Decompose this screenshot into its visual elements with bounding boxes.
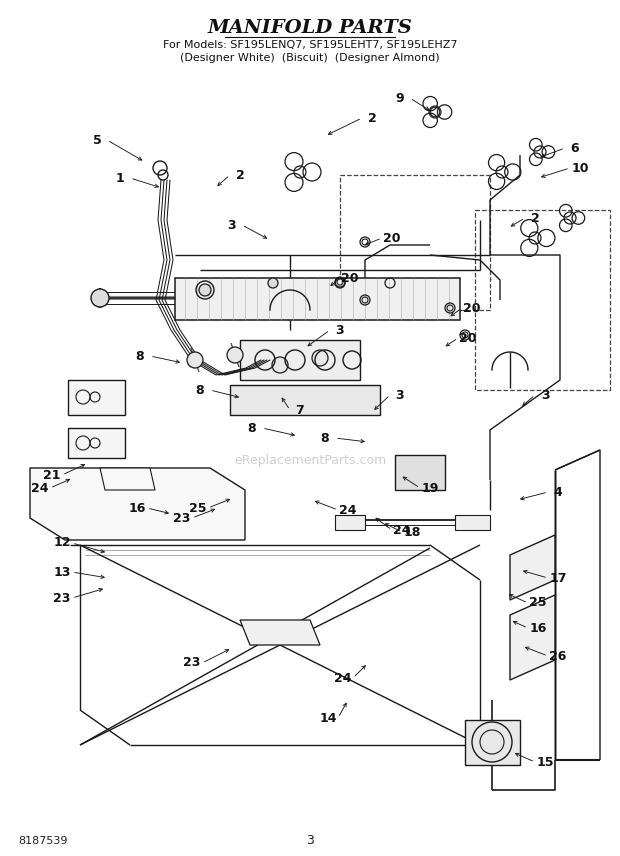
- Text: 10: 10: [571, 162, 589, 175]
- Text: 7: 7: [296, 403, 304, 417]
- Text: 23: 23: [53, 591, 71, 604]
- Text: 14: 14: [319, 711, 337, 724]
- Polygon shape: [240, 340, 360, 380]
- Text: 4: 4: [554, 485, 562, 498]
- Text: 19: 19: [422, 482, 439, 495]
- Bar: [455, 515, 490, 530]
- Text: 18: 18: [404, 526, 421, 538]
- Text: 23: 23: [184, 657, 201, 669]
- Text: 5: 5: [92, 134, 102, 146]
- Text: eReplacementParts.com: eReplacementParts.com: [234, 454, 386, 467]
- Circle shape: [312, 350, 328, 366]
- Polygon shape: [100, 468, 155, 490]
- Circle shape: [272, 357, 288, 373]
- Text: 2: 2: [531, 211, 539, 224]
- Text: 24: 24: [393, 524, 410, 537]
- Text: 3: 3: [306, 835, 314, 847]
- Text: 8: 8: [196, 383, 205, 396]
- Text: 2: 2: [368, 111, 376, 124]
- Bar: [395, 455, 445, 490]
- Text: 24: 24: [339, 503, 356, 516]
- Text: 24: 24: [31, 482, 49, 495]
- Text: 2: 2: [236, 169, 244, 181]
- Text: 15: 15: [536, 756, 554, 769]
- Text: 3: 3: [541, 389, 549, 401]
- Bar: [465, 720, 520, 765]
- Text: 21: 21: [43, 468, 61, 482]
- Text: 3: 3: [228, 218, 236, 231]
- Text: 9: 9: [396, 92, 404, 104]
- Polygon shape: [175, 278, 460, 320]
- Circle shape: [268, 278, 278, 288]
- Text: 25: 25: [529, 597, 547, 609]
- Polygon shape: [510, 535, 555, 600]
- Text: 3: 3: [396, 389, 404, 401]
- Text: 6: 6: [570, 141, 579, 154]
- Text: 20: 20: [459, 331, 477, 344]
- Circle shape: [91, 289, 109, 307]
- Polygon shape: [230, 385, 380, 415]
- Text: MANIFOLD PARTS: MANIFOLD PARTS: [208, 19, 412, 37]
- Text: 16: 16: [529, 621, 547, 634]
- Polygon shape: [240, 620, 320, 645]
- Text: 3: 3: [335, 324, 344, 336]
- Text: 8187539: 8187539: [18, 836, 68, 846]
- Circle shape: [227, 347, 243, 363]
- Text: 12: 12: [53, 537, 71, 550]
- Text: 16: 16: [128, 502, 146, 514]
- Text: 8: 8: [247, 421, 256, 435]
- Polygon shape: [30, 468, 245, 540]
- Text: 1: 1: [115, 171, 125, 185]
- Polygon shape: [510, 595, 555, 680]
- Circle shape: [199, 284, 211, 296]
- Circle shape: [187, 352, 203, 368]
- Text: 20: 20: [341, 271, 359, 284]
- Text: 8: 8: [136, 349, 144, 362]
- Polygon shape: [68, 380, 125, 415]
- Text: 20: 20: [383, 231, 401, 245]
- Text: 23: 23: [174, 512, 191, 525]
- Text: 26: 26: [549, 650, 567, 663]
- Text: 20: 20: [463, 301, 480, 314]
- Text: 13: 13: [53, 566, 71, 579]
- Bar: [335, 515, 365, 530]
- Text: 25: 25: [189, 502, 206, 514]
- Text: 17: 17: [549, 572, 567, 585]
- Text: 24: 24: [334, 671, 352, 685]
- Polygon shape: [68, 428, 125, 458]
- Text: For Models: SF195LENQ7, SF195LEHT7, SF195LEHZ7: For Models: SF195LENQ7, SF195LEHT7, SF19…: [162, 40, 458, 50]
- Text: (Designer White)  (Biscuit)  (Designer Almond): (Designer White) (Biscuit) (Designer Alm…: [180, 53, 440, 63]
- Text: 8: 8: [321, 431, 329, 444]
